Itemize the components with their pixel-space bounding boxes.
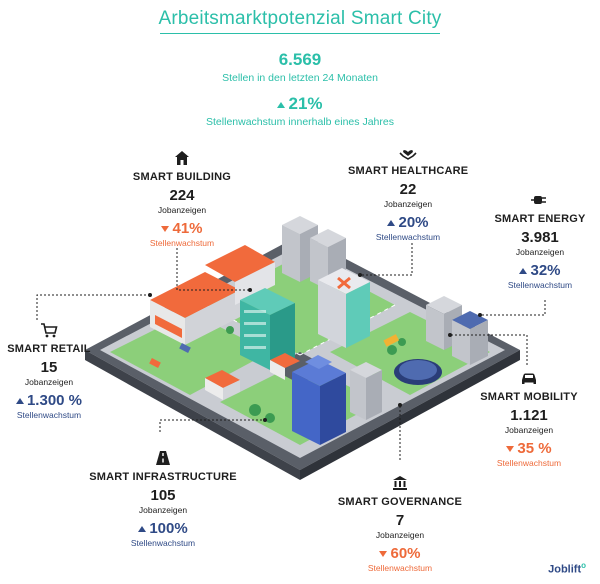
growth-value: 1.300 %: [26, 392, 83, 409]
growth-down-icon: [161, 226, 170, 233]
growth-label: Stellenwachstum: [496, 458, 562, 468]
growth-value: 32%: [530, 262, 561, 279]
growth-up-icon: [277, 101, 286, 108]
sector-name: SMART ENERGY: [494, 213, 586, 225]
title-divider: [160, 33, 440, 34]
growth-up-icon: [519, 268, 528, 275]
job-count: 3.981: [521, 229, 559, 246]
sector-smart-mobility: SMART MOBILITY 1.121 Jobanzeigen 35 % St…: [474, 370, 584, 468]
sector-smart-building: SMART BUILDING 224 Jobanzeigen 41% Stell…: [132, 150, 232, 248]
sector-name: SMART MOBILITY: [480, 391, 578, 403]
growth-value: 60%: [390, 545, 421, 562]
growth-up-icon: [138, 526, 147, 533]
growth-value: 41%: [172, 220, 203, 237]
total-growth-value: 21%: [288, 94, 323, 113]
sector-smart-retail: SMART RETAIL 15 Jobanzeigen 1.300 % Stel…: [2, 322, 96, 420]
sector-smart-energy: SMART ENERGY 3.981 Jobanzeigen 32% Stell…: [490, 192, 590, 290]
sector-smart-healthcare: SMART HEALTHCARE 22 Jobanzeigen 20% Stel…: [348, 144, 468, 242]
job-count: 1.121: [510, 407, 548, 424]
job-count-unit: Jobanzeigen: [375, 530, 425, 540]
sector-name: SMART INFRASTRUCTURE: [89, 471, 237, 483]
sector-name: SMART GOVERNANCE: [337, 496, 463, 508]
growth-label: Stellenwachstum: [16, 410, 82, 420]
job-count-unit: Jobanzeigen: [383, 199, 433, 209]
job-count: 105: [150, 487, 176, 504]
brand-logo: Joblifto: [548, 561, 586, 576]
growth-up-icon: [387, 220, 396, 227]
growth-value: 20%: [398, 214, 429, 231]
job-count: 7: [395, 512, 405, 529]
heart-hands-icon: [399, 144, 417, 160]
brand-mark-icon: o: [581, 561, 586, 571]
plug-icon: [531, 192, 549, 208]
total-jobs-block: 6.569 Stellen in den letzten 24 Monaten: [0, 50, 600, 84]
growth-label: Stellenwachstum: [130, 538, 196, 548]
growth-label: Stellenwachstum: [375, 232, 441, 242]
total-growth-label: Stellenwachstum innerhalb eines Jahres: [206, 116, 394, 128]
growth-value: 100%: [149, 520, 188, 537]
sector-name: SMART BUILDING: [132, 171, 232, 183]
sector-name: SMART HEALTHCARE: [348, 165, 469, 177]
growth-label: Stellenwachstum: [149, 238, 215, 248]
cart-icon: [40, 322, 58, 338]
sector-smart-infrastructure: SMART INFRASTRUCTURE 105 Jobanzeigen 100…: [88, 450, 238, 548]
growth-down-icon: [506, 446, 515, 453]
growth-up-icon: [15, 398, 24, 405]
growth-down-icon: [379, 551, 388, 558]
sector-smart-governance: SMART GOVERNANCE 7 Jobanzeigen 60% Stell…: [335, 475, 465, 573]
total-growth-block: 21% Stellenwachstum innerhalb eines Jahr…: [0, 94, 600, 128]
job-count: 224: [169, 187, 195, 204]
job-count-unit: Jobanzeigen: [138, 505, 188, 515]
job-count: 15: [40, 359, 58, 376]
total-jobs-value: 6.569: [278, 50, 322, 69]
sector-name: SMART RETAIL: [7, 343, 91, 355]
page-title: Arbeitsmarktpotenzial Smart City: [158, 8, 442, 29]
growth-label: Stellenwachstum: [507, 280, 573, 290]
job-count-unit: Jobanzeigen: [24, 377, 74, 387]
job-count-unit: Jobanzeigen: [515, 247, 565, 257]
growth-value: 35 %: [517, 440, 552, 457]
total-jobs-label: Stellen in den letzten 24 Monaten: [222, 72, 378, 84]
job-count-unit: Jobanzeigen: [157, 205, 207, 215]
road-icon: [155, 450, 171, 466]
job-count: 22: [399, 181, 417, 198]
growth-label: Stellenwachstum: [367, 563, 433, 573]
car-icon: [520, 370, 538, 386]
house-icon: [174, 150, 190, 166]
government-icon: [392, 475, 408, 491]
brand-name: Joblift: [548, 564, 582, 576]
job-count-unit: Jobanzeigen: [504, 425, 554, 435]
